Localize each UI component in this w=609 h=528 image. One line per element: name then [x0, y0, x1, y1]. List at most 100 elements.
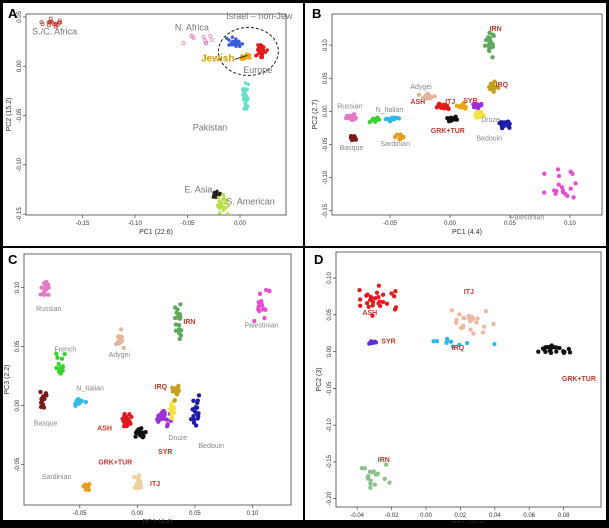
- annotation-sardinian: Sardinian: [42, 474, 72, 481]
- y-tick-label: 0.05: [17, 10, 23, 22]
- data-point-israel-non-jew: [237, 40, 241, 44]
- x-tick-label: 0.04: [489, 513, 501, 519]
- plot-frame: [25, 13, 287, 216]
- data-point-irq: [491, 85, 496, 90]
- data-point-irn: [371, 469, 376, 474]
- data-point-ash: [442, 103, 448, 108]
- x-tick-label: 0.00: [132, 511, 144, 517]
- data-point-ash: [128, 421, 133, 426]
- data-point-bedouin: [193, 423, 199, 428]
- data-point-syr: [156, 419, 161, 424]
- annotation-palestinian: Palestinian: [244, 323, 278, 330]
- data-point-irn: [373, 472, 379, 477]
- data-point-palestinian: [556, 182, 561, 187]
- y-tick-label: -0.05: [17, 108, 23, 122]
- data-point-french: [60, 364, 66, 369]
- y-tick-label: 0.10: [327, 272, 333, 284]
- x-tick-label: 0.05: [504, 221, 516, 227]
- points-layer: [357, 283, 573, 490]
- x-tick-label: -0.05: [181, 221, 195, 227]
- data-point-french: [373, 119, 378, 124]
- data-point-basque: [41, 405, 47, 410]
- data-point-bedouin: [506, 119, 511, 124]
- data-point-pakistan: [246, 82, 251, 87]
- data-point-s-american: [217, 211, 222, 215]
- y-axis-label: PC3 (2.2): [4, 365, 11, 395]
- data-point-s-c-africa: [57, 18, 62, 23]
- x-tick-label: 0.00: [420, 513, 432, 519]
- x-tick-label: 0.10: [564, 221, 576, 227]
- data-point-irq: [431, 339, 436, 344]
- panel-d: D -0.04 -0.02 0.00 0.02 0.04 0.06 0.08 -0.20 -0.1…: [314, 251, 602, 528]
- data-point-s-american: [216, 195, 221, 200]
- annotation-e-asia: E. Asia: [184, 184, 212, 194]
- annotation-irn: IRN: [183, 319, 195, 326]
- data-point-e-asia: [214, 190, 219, 195]
- annotation-itj: ITJ: [464, 289, 474, 296]
- annotation-s-american: S. American: [226, 196, 275, 206]
- panel-letter: A: [8, 6, 18, 21]
- data-point-grk-tur: [136, 427, 141, 432]
- data-point-irn: [176, 315, 181, 321]
- x-tick-label: -0.05: [383, 221, 397, 227]
- data-point-bedouin: [195, 398, 200, 403]
- data-point-palestinian: [262, 315, 267, 321]
- annotation-adygei: Adygei: [109, 352, 131, 359]
- data-point-n-africa: [203, 41, 208, 46]
- data-point-palestinian: [263, 307, 268, 312]
- y-tick-label: 0.00: [323, 105, 329, 117]
- data-point-ash: [366, 304, 371, 309]
- points-layer: [38, 279, 272, 493]
- data-point-basque: [43, 391, 49, 396]
- annotation-palestinian: Palestinian: [510, 214, 544, 221]
- annotation-ash: ASH: [410, 99, 425, 106]
- data-point-syr: [164, 424, 170, 429]
- data-point-jewish: [247, 53, 252, 57]
- data-point-palestinian: [573, 181, 578, 186]
- data-point-ash: [374, 290, 380, 295]
- data-point-sardinian: [398, 133, 403, 138]
- data-point-n-italian: [73, 403, 78, 408]
- data-point-s-american: [226, 204, 230, 208]
- annotation-bedouin: Bedouin: [198, 443, 224, 450]
- x-tick-label: 0.05: [189, 511, 201, 517]
- y-tick-label: -0.10: [327, 418, 333, 432]
- data-point-grk-tur: [543, 349, 548, 355]
- data-point-russian: [43, 286, 48, 291]
- x-tick-label: -0.02: [385, 513, 399, 519]
- data-point-itj: [481, 324, 487, 329]
- x-tick-label: -0.05: [73, 511, 87, 517]
- data-point-itj: [135, 485, 141, 491]
- data-point-french: [58, 371, 63, 376]
- data-point-irn: [387, 480, 392, 485]
- annotation-druze: Druze: [168, 435, 187, 442]
- data-point-itj: [480, 330, 486, 335]
- data-point-s-c-africa: [54, 21, 58, 26]
- data-point-s-american: [220, 197, 225, 201]
- data-point-ash: [392, 294, 397, 299]
- data-point-itj: [491, 321, 496, 327]
- data-point-ash: [365, 292, 370, 297]
- data-point-syr: [473, 103, 478, 108]
- data-point-s-c-africa: [46, 23, 51, 28]
- data-point-irq: [448, 339, 454, 344]
- data-point-french: [55, 355, 60, 360]
- data-point-ash: [384, 301, 390, 306]
- annotation-bedouin: Bedouin: [476, 136, 502, 143]
- data-point-n-italian: [383, 116, 388, 122]
- data-point-itj: [468, 327, 473, 332]
- data-point-grk-tur: [453, 117, 458, 122]
- data-point-itj: [474, 320, 479, 325]
- data-point-itj: [483, 309, 489, 314]
- data-point-irq: [174, 391, 179, 396]
- data-point-irq: [496, 85, 501, 90]
- data-point-palestinian: [257, 291, 263, 297]
- data-point-n-africa: [203, 38, 208, 43]
- data-point-irn: [372, 482, 378, 487]
- data-point-pakistan: [242, 105, 247, 110]
- y-tick-label: 0.00: [17, 60, 23, 72]
- annotation-n-africa: N. Africa: [175, 23, 209, 33]
- annotation-jewish: Jewish: [201, 53, 234, 64]
- data-point-itj: [132, 474, 137, 480]
